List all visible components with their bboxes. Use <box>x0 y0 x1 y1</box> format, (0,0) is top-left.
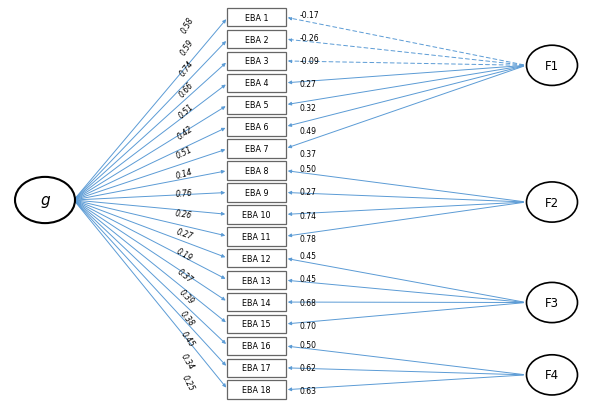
FancyBboxPatch shape <box>227 337 286 355</box>
Text: 0.51: 0.51 <box>176 102 195 120</box>
FancyBboxPatch shape <box>227 162 286 180</box>
Text: 0.45: 0.45 <box>179 330 196 348</box>
Text: EBA 12: EBA 12 <box>242 254 271 263</box>
Text: EBA 1: EBA 1 <box>245 14 268 22</box>
Text: EBA 7: EBA 7 <box>245 145 268 154</box>
Text: EBA 18: EBA 18 <box>242 385 271 394</box>
Text: 0.42: 0.42 <box>176 124 194 141</box>
Text: 0.76: 0.76 <box>175 188 193 198</box>
Text: -0.17: -0.17 <box>300 10 320 20</box>
Text: g: g <box>40 193 50 208</box>
Text: 0.38: 0.38 <box>178 308 196 327</box>
FancyBboxPatch shape <box>227 249 286 268</box>
FancyBboxPatch shape <box>227 31 286 49</box>
Text: 0.34: 0.34 <box>179 351 196 370</box>
FancyBboxPatch shape <box>227 227 286 246</box>
Text: EBA 6: EBA 6 <box>245 123 268 132</box>
Text: EBA 11: EBA 11 <box>242 232 271 241</box>
Ellipse shape <box>527 355 577 395</box>
Text: 0.58: 0.58 <box>180 16 196 35</box>
Text: 0.78: 0.78 <box>300 234 317 243</box>
Text: EBA 5: EBA 5 <box>245 101 268 110</box>
Ellipse shape <box>527 182 577 223</box>
FancyBboxPatch shape <box>227 53 286 71</box>
FancyBboxPatch shape <box>227 358 286 377</box>
FancyBboxPatch shape <box>227 75 286 93</box>
Text: EBA 13: EBA 13 <box>242 276 271 285</box>
Text: EBA 8: EBA 8 <box>245 167 268 176</box>
Text: 0.37: 0.37 <box>176 267 195 284</box>
Text: 0.50: 0.50 <box>300 340 317 349</box>
Text: F3: F3 <box>545 296 559 309</box>
Text: EBA 15: EBA 15 <box>242 320 271 329</box>
Text: EBA 3: EBA 3 <box>245 57 268 66</box>
FancyBboxPatch shape <box>227 9 286 27</box>
Text: EBA 4: EBA 4 <box>245 79 268 88</box>
FancyBboxPatch shape <box>227 118 286 137</box>
Text: 0.32: 0.32 <box>300 103 317 112</box>
Text: 0.62: 0.62 <box>300 363 317 372</box>
Text: 0.27: 0.27 <box>300 80 317 89</box>
Ellipse shape <box>527 283 577 323</box>
Text: -0.09: -0.09 <box>300 57 320 66</box>
Text: 0.74: 0.74 <box>300 211 317 220</box>
Text: 0.37: 0.37 <box>300 150 317 159</box>
Text: 0.49: 0.49 <box>300 127 317 136</box>
Text: EBA 9: EBA 9 <box>245 188 268 197</box>
FancyBboxPatch shape <box>227 184 286 202</box>
Text: 0.74: 0.74 <box>178 59 196 78</box>
Text: 0.51: 0.51 <box>175 145 194 161</box>
FancyBboxPatch shape <box>227 381 286 399</box>
Text: F1: F1 <box>545 60 559 73</box>
Text: 0.70: 0.70 <box>300 321 317 330</box>
Text: 0.45: 0.45 <box>300 251 317 260</box>
Text: 0.50: 0.50 <box>300 165 317 174</box>
Text: EBA 2: EBA 2 <box>245 35 268 45</box>
Text: 0.19: 0.19 <box>175 246 194 263</box>
Text: 0.66: 0.66 <box>178 81 196 99</box>
Text: EBA 10: EBA 10 <box>242 211 271 219</box>
FancyBboxPatch shape <box>227 293 286 312</box>
Text: -0.26: -0.26 <box>300 34 320 43</box>
Text: 0.63: 0.63 <box>300 386 317 395</box>
Text: 0.59: 0.59 <box>179 37 196 57</box>
FancyBboxPatch shape <box>227 140 286 158</box>
Text: 0.45: 0.45 <box>300 275 317 284</box>
FancyBboxPatch shape <box>227 271 286 290</box>
Text: 0.27: 0.27 <box>175 227 193 241</box>
Text: EBA 14: EBA 14 <box>242 298 271 307</box>
Text: 0.14: 0.14 <box>175 167 193 180</box>
FancyBboxPatch shape <box>227 206 286 224</box>
Ellipse shape <box>527 46 577 86</box>
Text: 0.26: 0.26 <box>175 208 193 219</box>
FancyBboxPatch shape <box>227 96 286 115</box>
Text: 0.27: 0.27 <box>300 188 317 197</box>
Text: F4: F4 <box>545 369 559 381</box>
Text: EBA 16: EBA 16 <box>242 342 271 350</box>
Ellipse shape <box>15 177 75 224</box>
FancyBboxPatch shape <box>227 315 286 333</box>
Text: 0.39: 0.39 <box>177 287 195 306</box>
Text: EBA 17: EBA 17 <box>242 363 271 373</box>
Text: 0.25: 0.25 <box>180 373 196 392</box>
Text: 0.68: 0.68 <box>300 298 317 307</box>
Text: F2: F2 <box>545 196 559 209</box>
